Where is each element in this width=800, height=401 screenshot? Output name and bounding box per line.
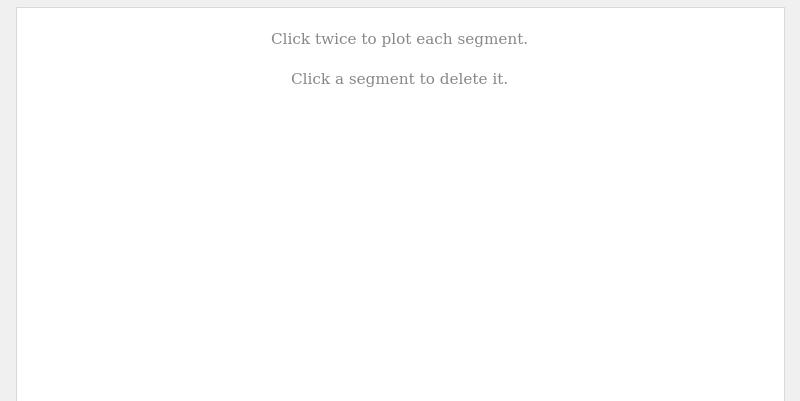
Text: y: y [356, 12, 364, 26]
Text: Click a segment to delete it.: Click a segment to delete it. [291, 73, 509, 87]
Text: x: x [578, 195, 586, 209]
Text: Click twice to plot each segment.: Click twice to plot each segment. [271, 33, 529, 47]
